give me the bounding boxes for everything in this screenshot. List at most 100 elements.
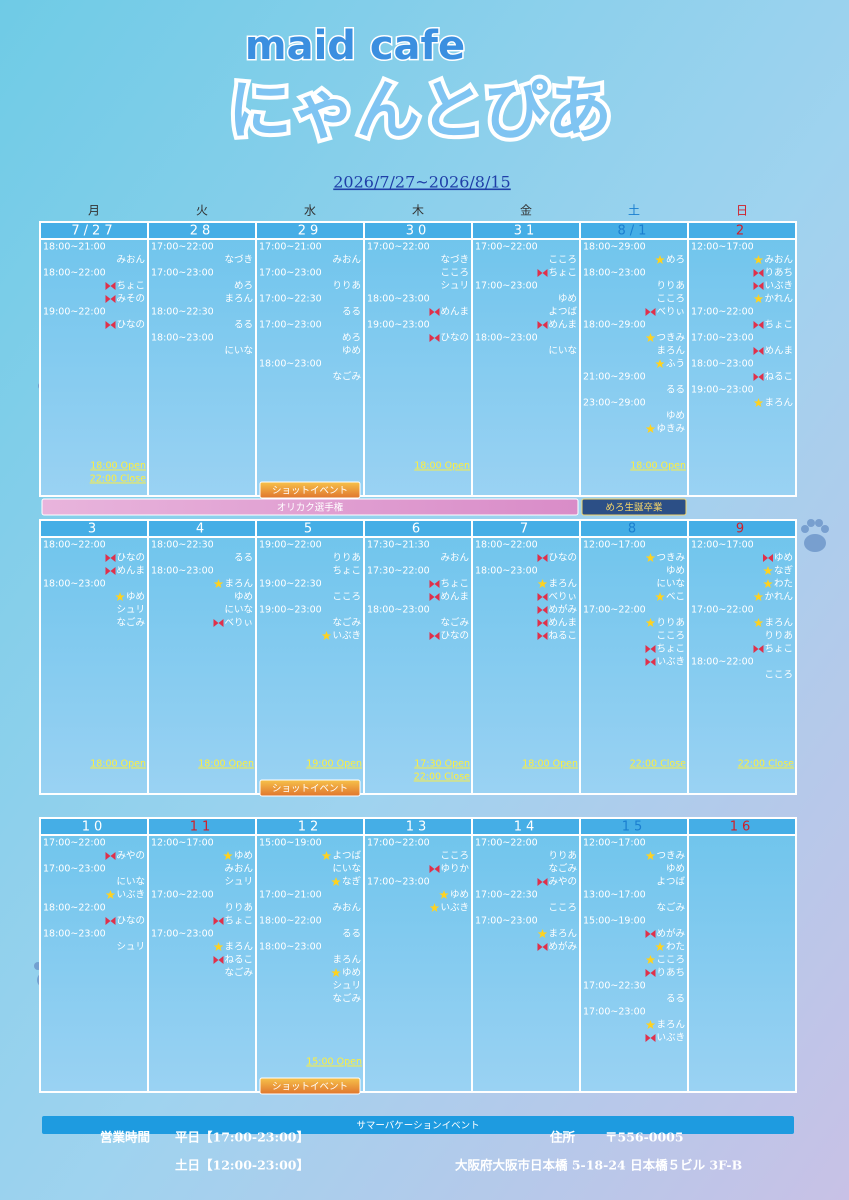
shift-time: 17:00~23:00: [583, 1007, 646, 1018]
cast-name: るる: [342, 307, 361, 318]
ribbon-icon: [753, 269, 764, 277]
opening-note: 18:00 Open: [630, 461, 686, 472]
opening-note: 18:00 Open: [90, 461, 146, 472]
cast-name: るる: [342, 929, 361, 940]
ribbon-icon: [537, 606, 548, 614]
cast-name: こころ: [548, 255, 577, 266]
ribbon-icon: [537, 878, 548, 886]
opening-note: 18:00 Open: [414, 461, 470, 472]
ribbon-icon: [213, 619, 224, 627]
star-icon: [115, 592, 125, 601]
shift-time: 18:00~23:00: [691, 359, 754, 370]
shift-time: 18:00~22:00: [259, 916, 322, 927]
opening-note: 15:00 Open: [306, 1057, 362, 1068]
ribbon-icon: [537, 269, 548, 277]
ribbon-icon: [537, 321, 548, 329]
shift-time: 17:00~22:00: [151, 890, 214, 901]
weekday: 月: [88, 204, 100, 218]
date: 3: [88, 522, 100, 537]
date: 8/1: [618, 224, 651, 239]
event-label: ショットイベント: [272, 784, 348, 795]
cast-name: こころ: [764, 670, 793, 681]
ribbon-icon: [645, 645, 656, 653]
opening-note: 17:30 Open: [414, 759, 470, 770]
cast-name: めんま: [764, 346, 793, 357]
ribbon-icon: [753, 645, 764, 653]
cast-name: みおん: [116, 255, 145, 266]
ribbon-icon: [429, 593, 440, 601]
cast-name: まろん: [224, 294, 253, 305]
cast-name: にいな: [332, 864, 361, 875]
ribbon-icon: [105, 554, 116, 562]
date: 12: [298, 820, 323, 835]
date: 2: [736, 224, 748, 239]
cast-name: なごみ: [548, 863, 577, 875]
event-label: サマーバケーションイベント: [356, 1121, 479, 1132]
date: 15: [622, 820, 647, 835]
event-bar: [259, 1077, 361, 1095]
logo: にゃんとぴあ: [228, 75, 612, 149]
star-icon: [645, 553, 656, 562]
shift-time: 18:00~23:00: [475, 333, 538, 344]
star-icon: [537, 579, 548, 588]
star-icon: [645, 618, 656, 627]
shift-time: 18:00~29:00: [583, 242, 646, 253]
star-icon: [645, 955, 656, 964]
event-bar: [42, 1116, 794, 1134]
ribbon-icon: [213, 956, 224, 964]
star-icon: [753, 255, 764, 264]
cast-name: りりあ: [332, 553, 361, 564]
weekday: 土: [628, 204, 640, 218]
shift-time: 18:00~23:00: [43, 929, 106, 940]
cast-name: いぶき: [116, 890, 145, 901]
shift-time: 17:00~22:30: [475, 890, 538, 901]
date: 9: [736, 522, 748, 537]
ribbon-icon: [537, 632, 548, 640]
cast-name: まろん: [224, 942, 253, 953]
star-icon: [321, 851, 332, 860]
shift-time: 17:00~22:00: [367, 838, 430, 849]
cast-name: いぶき: [332, 631, 361, 642]
paw-toe: [801, 525, 809, 533]
date: 6: [412, 522, 424, 537]
shift-time: 17:00~22:00: [691, 605, 754, 616]
ribbon-icon: [645, 969, 656, 977]
shift-time: 17:00~23:00: [691, 333, 754, 344]
cast-name: ちょこ: [332, 566, 361, 577]
cast-name: なごみ: [224, 967, 253, 979]
cast-name: なぎ: [342, 876, 362, 888]
shift-time: 12:00~17:00: [691, 242, 754, 253]
cast-name: りりあ: [656, 618, 685, 629]
star-icon: [439, 890, 449, 899]
shift-time: 15:00~19:00: [583, 916, 646, 927]
cast-name: ひなの: [548, 553, 577, 564]
cast-name: ねるこ: [548, 631, 577, 642]
cast-name: みやの: [116, 851, 145, 862]
cast-name: つきみ: [656, 851, 685, 862]
cast-name: ちょこ: [764, 320, 793, 331]
shift-time: 12:00~17:00: [151, 838, 214, 849]
star-icon: [655, 359, 665, 368]
cast-name: るる: [234, 553, 253, 564]
ribbon-icon: [537, 619, 548, 627]
cast-name: にいな: [224, 605, 253, 616]
shift-time: 18:00~22:00: [475, 540, 538, 551]
ribbon-icon: [645, 930, 656, 938]
star-icon: [655, 255, 665, 264]
date: 30: [406, 224, 431, 239]
cast-name: まろん: [764, 618, 793, 629]
opening-note: 18:00 Open: [198, 759, 254, 770]
shift-time: 18:00~29:00: [583, 320, 646, 331]
shift-time: 17:00~23:00: [43, 864, 106, 875]
shift-time: 17:00~22:30: [259, 294, 322, 305]
ribbon-icon: [105, 295, 116, 303]
cast-name: るる: [666, 994, 685, 1005]
cast-name: べこ: [666, 592, 685, 603]
cast-name: ゆめ: [666, 411, 685, 422]
cast-name: つきみ: [656, 553, 685, 564]
cast-name: ゆめ: [234, 851, 253, 862]
cast-name: みおん: [332, 903, 361, 914]
star-icon: [645, 1020, 656, 1029]
event-bar: [259, 481, 361, 499]
